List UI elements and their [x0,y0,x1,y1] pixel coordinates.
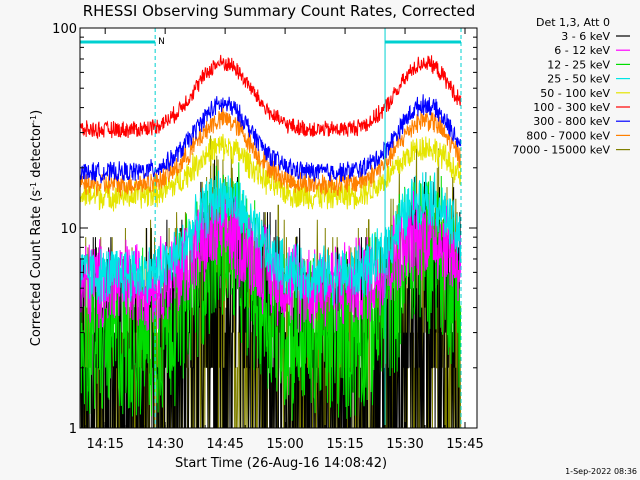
timestamp: 1-Sep-2022 08:36 [565,467,637,476]
legend-entry-5: 50 - 100 keV [540,87,610,100]
x-tick-label-5: 15:15 [326,437,363,452]
series-line-3 [80,162,462,421]
y-axis-label: Corrected Count Rate (s-1 detector-1) [29,110,45,346]
y-axis-label-sup2: -1 [29,115,38,123]
legend-entry-9: 7000 - 15000 keV [512,144,610,157]
series-line-6 [80,54,462,140]
annotation-n: N [158,37,165,47]
x-tick-label-3: 14:45 [206,437,243,452]
x-tick-label-2: 14:30 [146,437,183,452]
chart-title: RHESSI Observing Summary Count Rates, Co… [83,2,476,20]
y-axis-label-sup1: -1 [29,182,38,190]
x-axis-label: Start Time (26-Aug-16 14:08:42) [175,456,387,471]
y-axis-label-part1: Corrected Count Rate (s [29,190,44,347]
series-line-7 [80,94,462,184]
x-tick-label-7: 15:45 [446,437,483,452]
legend-entry-6: 100 - 300 keV [533,101,610,114]
legend-entry-1: 3 - 6 keV [561,30,610,43]
legend-header: Det 1,3, Att 0 [536,16,610,29]
axes: 14:15 14:30 14:45 15:00 15:15 15:30 15:45 1 10 10… [52,22,484,452]
y-tick-label-3: 100 [52,22,77,37]
y-axis-label-part3: ) [29,110,44,115]
marker-layer [80,28,462,428]
legend-entry-7: 300 - 800 keV [533,115,610,128]
x-tick-label-1: 14:15 [86,437,123,452]
y-axis-label-part2: detector [29,122,44,182]
legend-entry-3: 12 - 25 keV [547,58,610,71]
legend-entry-2: 6 - 12 keV [554,44,610,57]
series-line-4 [80,170,462,306]
series-line-5 [80,133,462,212]
x-tick-label-4: 15:00 [266,437,303,452]
y-tick-label-1: 1 [69,422,77,437]
y-tick-label-2: 10 [60,222,77,237]
legend-entry-8: 800 - 7000 keV [526,129,610,142]
legend-entry-4: 25 - 50 keV [547,73,610,86]
x-tick-label-6: 15:30 [386,437,423,452]
series-layer [80,54,462,428]
plot-area [79,27,478,429]
